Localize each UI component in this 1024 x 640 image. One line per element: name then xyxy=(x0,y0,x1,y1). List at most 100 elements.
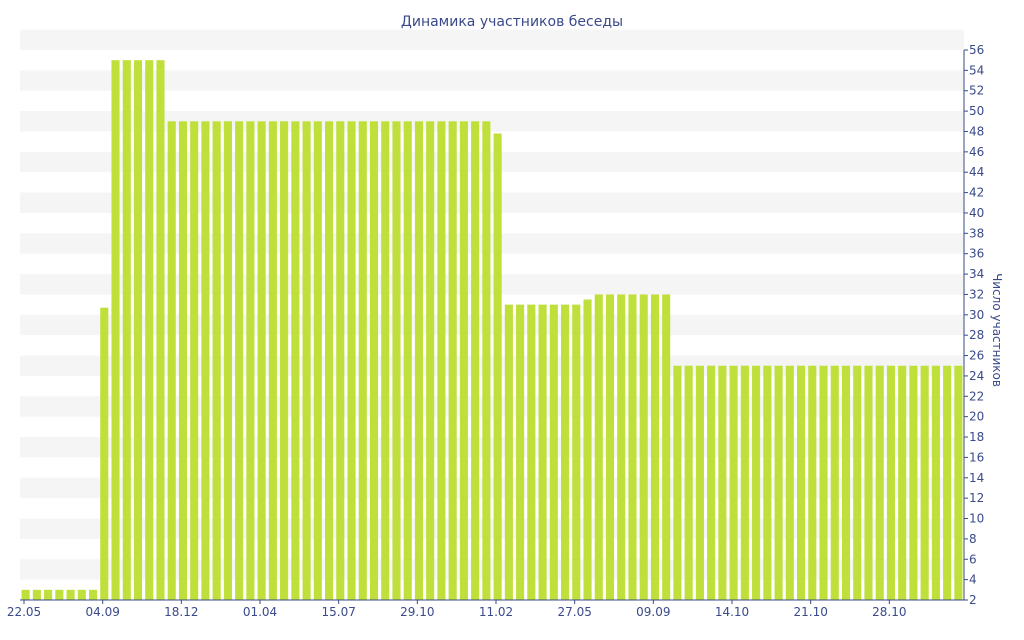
bar xyxy=(954,365,963,600)
bar xyxy=(201,121,210,601)
grid-band xyxy=(20,274,964,295)
y-axis: 2468101214161820222426283032343638404244… xyxy=(963,43,984,607)
bar xyxy=(684,365,693,600)
bar xyxy=(785,365,794,600)
bar xyxy=(482,121,491,601)
y-tick-label: 16 xyxy=(969,450,984,464)
bar xyxy=(448,121,457,601)
bar xyxy=(662,294,671,600)
x-tick-label: 14.10 xyxy=(715,605,749,619)
grid-band xyxy=(20,151,964,173)
y-tick-label: 10 xyxy=(969,512,984,526)
y-tick-label: 36 xyxy=(969,247,984,261)
bar xyxy=(21,589,30,600)
y-tick-label: 18 xyxy=(969,430,984,444)
y-tick-label: 22 xyxy=(969,389,984,403)
y-tick-label: 44 xyxy=(969,165,984,179)
bar xyxy=(313,121,322,601)
bar xyxy=(257,121,266,601)
bar xyxy=(841,365,851,600)
bar xyxy=(89,589,98,600)
y-tick-label: 14 xyxy=(969,471,984,485)
chart-title: Динамика участников беседы xyxy=(400,14,624,30)
bar xyxy=(516,304,525,600)
y-tick-label: 56 xyxy=(969,43,984,57)
x-tick-label: 18.12 xyxy=(164,605,198,619)
grid-band xyxy=(20,70,964,91)
grid-band xyxy=(20,314,964,336)
y-tick-label: 2 xyxy=(969,593,977,607)
bar xyxy=(527,304,536,600)
bar xyxy=(235,121,244,601)
bar xyxy=(774,365,783,600)
grid-band xyxy=(20,29,964,50)
bar xyxy=(212,121,221,601)
bar xyxy=(819,365,828,600)
y-axis-label: Число участников xyxy=(990,273,1004,387)
x-tick-label: 28.10 xyxy=(872,605,906,619)
bar xyxy=(583,299,592,600)
bar xyxy=(729,365,738,600)
bar xyxy=(178,121,187,601)
y-tick-label: 4 xyxy=(969,573,977,587)
y-tick-label: 50 xyxy=(969,104,984,118)
bar xyxy=(740,365,749,600)
x-tick-label: 29.10 xyxy=(400,605,434,619)
bar xyxy=(156,60,165,600)
y-tick-label: 30 xyxy=(969,308,984,322)
bar xyxy=(437,121,446,601)
bars xyxy=(21,60,963,601)
bar xyxy=(493,133,502,600)
bar xyxy=(898,365,907,600)
bar xyxy=(459,121,468,601)
y-tick-label: 26 xyxy=(969,349,984,363)
y-tick-label: 46 xyxy=(969,145,984,159)
bar xyxy=(44,589,53,600)
bar xyxy=(853,365,862,600)
y-tick-label: 24 xyxy=(969,369,984,383)
bar xyxy=(291,121,300,601)
y-tick-label: 42 xyxy=(969,186,984,200)
x-tick-label: 04.09 xyxy=(85,605,119,619)
bar xyxy=(864,365,873,600)
x-axis: 22.05 04.09 18.12 01.04 15.07 29.10 11.02 27.05… xyxy=(7,599,964,619)
bar xyxy=(830,365,839,600)
bar xyxy=(561,304,570,600)
x-tick-label: 27.05 xyxy=(557,605,591,619)
y-tick-label: 8 xyxy=(969,532,977,546)
bar xyxy=(718,365,727,600)
bar xyxy=(369,121,379,601)
grid-band xyxy=(20,111,964,132)
bar xyxy=(504,304,513,600)
bar xyxy=(763,365,772,600)
x-tick-label: 21.10 xyxy=(793,605,827,619)
grid-band xyxy=(20,437,964,458)
grid-band xyxy=(20,477,964,499)
y-tick-label: 28 xyxy=(969,328,984,342)
bar xyxy=(414,121,423,601)
y-tick-label: 38 xyxy=(969,226,984,240)
bar xyxy=(673,365,682,600)
bar xyxy=(336,121,345,601)
y-tick-label: 48 xyxy=(969,124,984,138)
bar xyxy=(280,121,289,601)
x-tick-label: 15.07 xyxy=(321,605,355,619)
bar xyxy=(111,60,120,600)
grid-band xyxy=(20,559,964,580)
bar xyxy=(358,121,367,601)
x-tick-label: 09.09 xyxy=(636,605,670,619)
bar xyxy=(605,294,615,600)
bar xyxy=(808,365,817,600)
grid-band xyxy=(20,233,964,254)
bar xyxy=(246,121,255,601)
bar xyxy=(268,121,277,601)
bar xyxy=(223,121,232,601)
bar xyxy=(426,121,435,601)
bar xyxy=(55,589,64,600)
bar xyxy=(381,121,390,601)
bar xyxy=(392,121,401,601)
y-tick-label: 34 xyxy=(969,267,984,281)
bar xyxy=(617,294,626,600)
bar xyxy=(403,121,412,601)
bar xyxy=(707,365,716,600)
